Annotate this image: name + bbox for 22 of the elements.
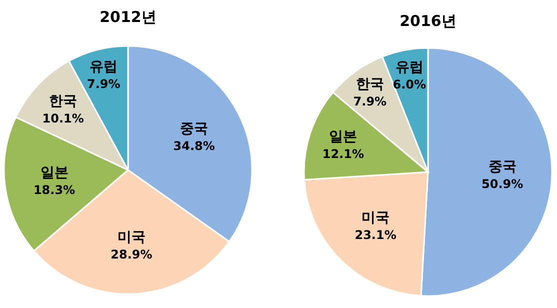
slice-label: 일본 xyxy=(40,165,68,182)
slice-label: 미국 xyxy=(362,210,390,226)
slice-label: 한국 xyxy=(356,76,384,93)
slice-label: 중국 xyxy=(488,159,516,176)
data-label: 23.1% xyxy=(354,228,396,242)
slice-label: 중국 xyxy=(180,120,208,137)
data-label: 50.9% xyxy=(482,177,524,192)
slice-label: 한국 xyxy=(49,94,78,110)
data-label: 18.3% xyxy=(33,183,76,198)
chart-title: 2016년 xyxy=(400,12,456,30)
slice-label: 일본 xyxy=(329,129,358,146)
data-label: 28.9% xyxy=(110,247,152,262)
slice-label: 미국 xyxy=(118,229,146,246)
data-label: 34.8% xyxy=(173,138,215,153)
data-label: 7.9% xyxy=(86,76,120,91)
data-label: 12.1% xyxy=(322,147,364,162)
data-label: 10.1% xyxy=(42,112,84,126)
chart-title: 2012년 xyxy=(100,8,156,26)
data-label: 7.9% xyxy=(353,94,387,109)
slice-label: 유럽 xyxy=(90,58,118,75)
slice-label: 유럽 xyxy=(395,60,424,76)
data-label: 6.0% xyxy=(392,78,426,92)
